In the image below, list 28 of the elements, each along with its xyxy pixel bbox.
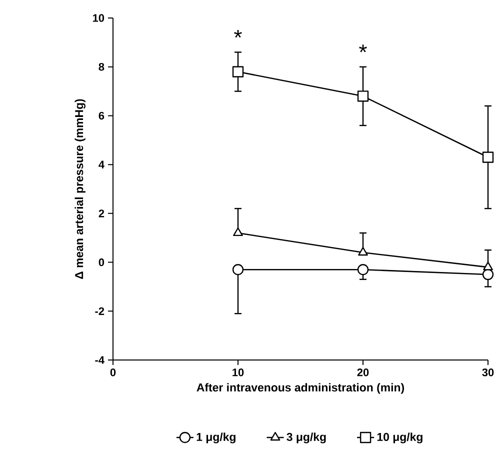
y-tick-label: 0 (98, 258, 104, 266)
point (358, 246, 368, 256)
y-tick-label: 8 (98, 62, 104, 71)
y-tick-label: -4 (95, 356, 104, 364)
legend-label: 10 μg/kg (377, 432, 422, 444)
point (232, 264, 244, 276)
y-axis-title: Δ mean arterial pressure (mmHg) (74, 99, 86, 279)
point (483, 262, 493, 270)
point (233, 227, 243, 236)
point (482, 268, 494, 280)
point (357, 264, 369, 276)
x-tick-label: 20 (357, 368, 369, 376)
point (232, 66, 244, 78)
y-tick-label: -2 (95, 307, 104, 315)
legend-label: 1 μg/kg (196, 432, 236, 444)
point (357, 90, 369, 102)
legend-label: 3 μg/kg (286, 432, 326, 444)
x-tick-label: 30 (482, 368, 494, 376)
y-tick-label: 2 (98, 210, 104, 218)
point (482, 152, 494, 163)
x-axis-title: After intravenous administration (min) (196, 383, 404, 394)
y-tick-label: 10 (92, 14, 104, 22)
y-tick-label: 6 (98, 112, 104, 120)
annotation: * (359, 44, 367, 52)
y-tick-label: 4 (98, 160, 104, 168)
x-tick-label: 10 (232, 368, 244, 376)
x-tick-label: 0 (110, 368, 116, 376)
annotation: * (234, 30, 242, 38)
